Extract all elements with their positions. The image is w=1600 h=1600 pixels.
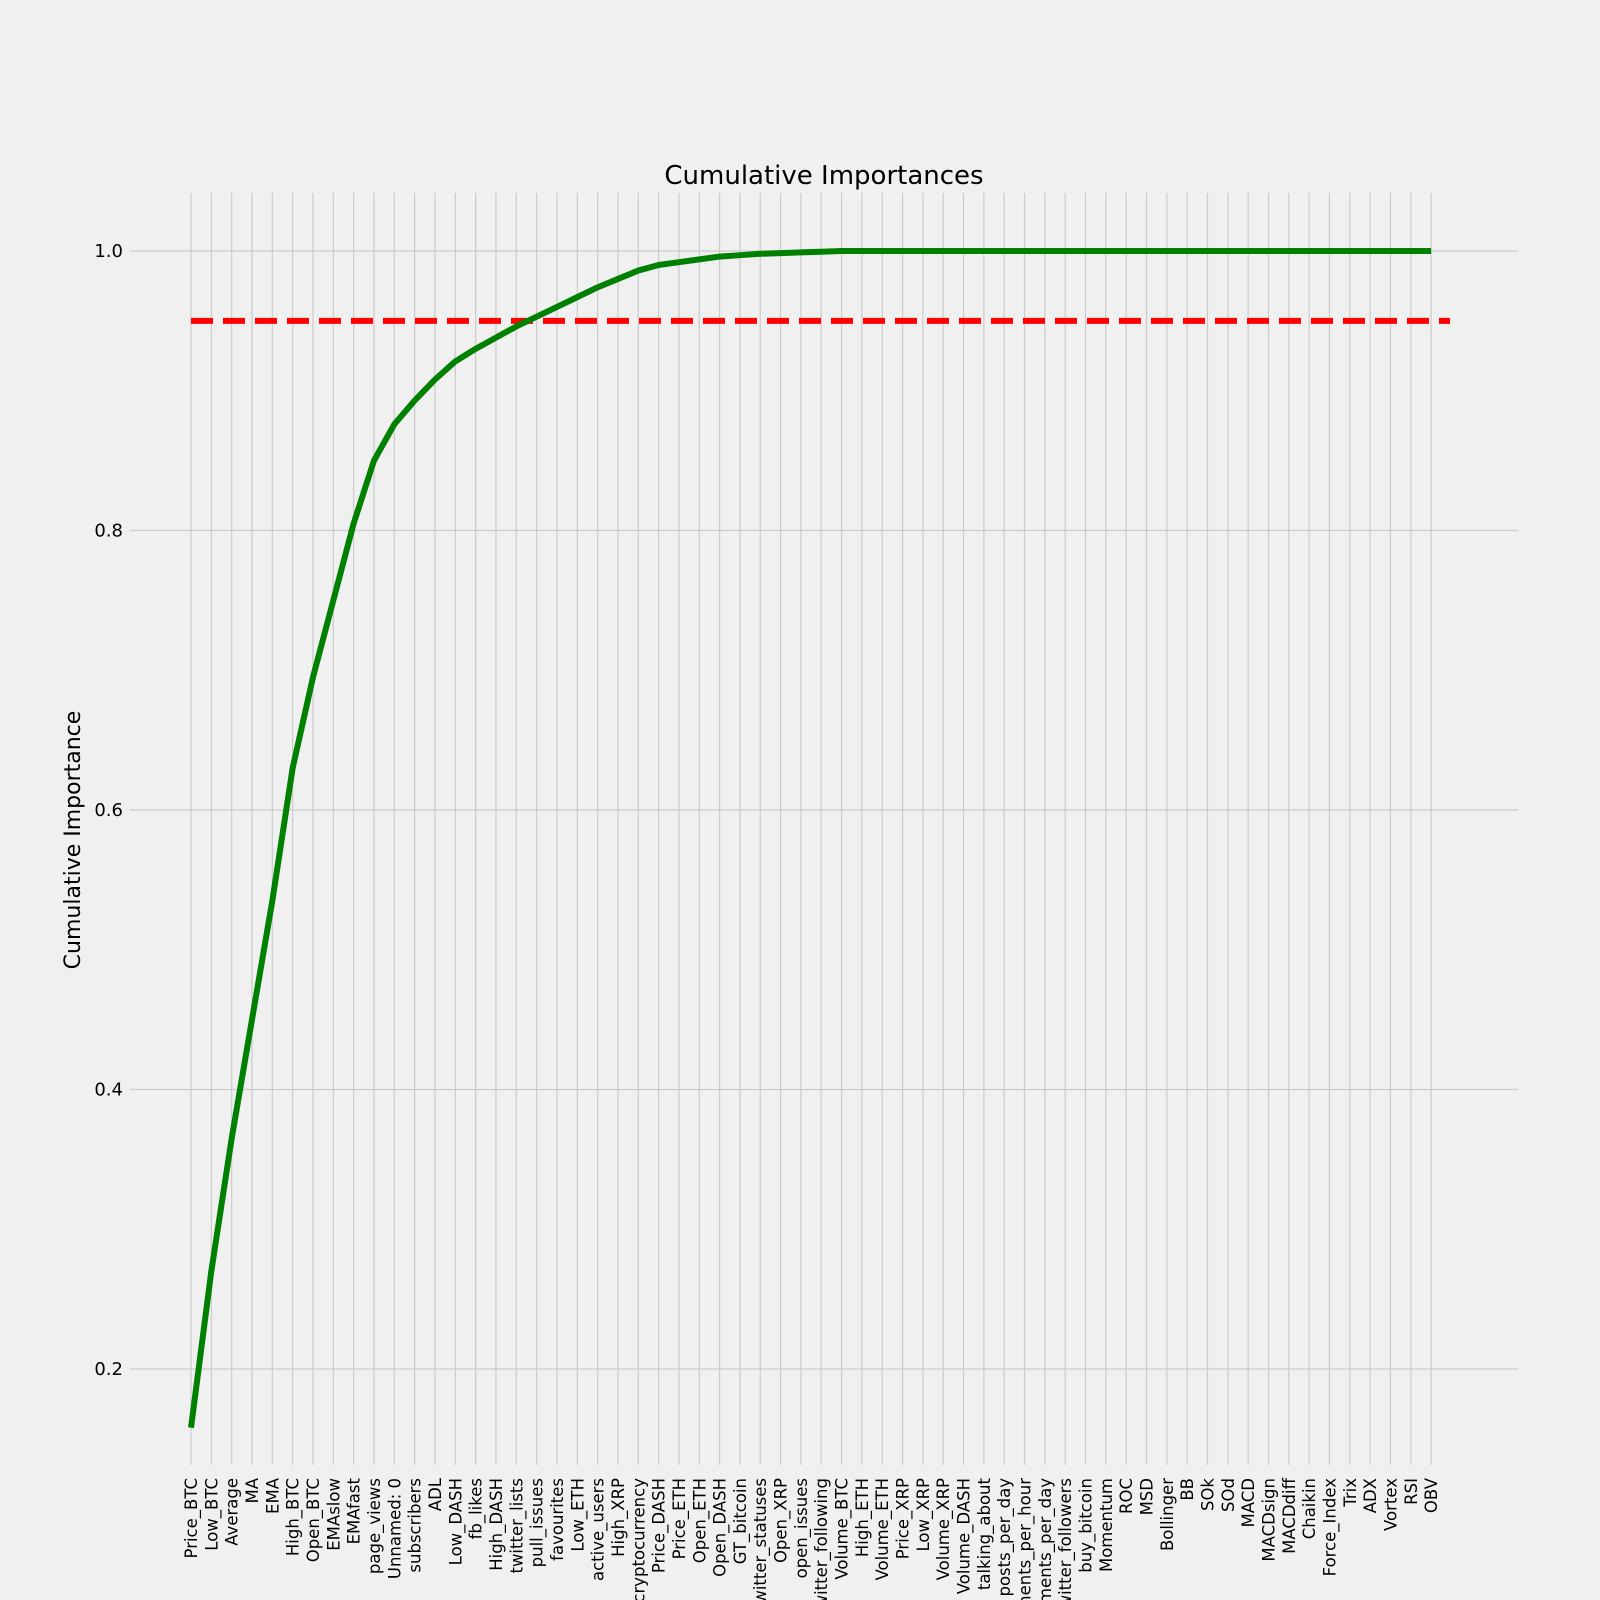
x-tick-label: EMAslow [324,1478,343,1551]
x-tick-label: Unnamed: 0 [385,1478,404,1579]
x-tick-label: BB [1178,1478,1197,1501]
x-tick-label: ROC [1117,1478,1136,1514]
x-tick-label: Low_XRP [914,1478,934,1552]
x-tick-label: Bollinger [1158,1478,1177,1551]
x-tick-label: High_XRP [609,1478,629,1557]
x-tick-label: page_views [365,1478,385,1574]
x-tick-label: comments_per_day [1036,1478,1056,1600]
y-tick-labels: 0.2 0.4 0.6 0.8 1.0 [94,241,123,1380]
x-tick-label: active_users [589,1478,609,1581]
y-tick-label: 0.6 [94,800,123,821]
x-tick-label: fb_likes [467,1478,487,1539]
x-tick-label: cryptocurrency [629,1478,648,1600]
chart-title: Cumulative Importances [664,161,983,191]
x-tick-label: pull_issues [528,1478,548,1567]
series-line [188,248,1432,1429]
x-tick-label: buy_bitcoin [1077,1478,1097,1573]
x-tick-label: Price_BTC [182,1478,202,1558]
x-tick-label: Volume_BTC [833,1478,853,1580]
x-tick-label: Price_DASH [650,1478,670,1573]
x-tick-label: twitter_statuses [751,1478,771,1600]
y-tick-label: 0.2 [94,1359,123,1380]
x-tick-label: Low_BTC [202,1478,222,1551]
x-tick-label: Low_ETH [568,1478,588,1552]
x-tick-label: Price_XRP [894,1478,914,1559]
y-tick-label: 1.0 [94,241,123,262]
x-tick-label: High_DASH [487,1478,507,1571]
x-tick-label: Chaikin [1300,1478,1319,1539]
series-lines [188,248,1432,1429]
x-tick-label: MACD [1239,1478,1258,1527]
x-tick-label: SOd [1219,1478,1238,1512]
x-tick-label: talking_about [975,1477,995,1590]
x-tick-label: twitter_following [812,1478,832,1600]
x-tick-label: Low_DASH [446,1478,466,1565]
x-gridlines [190,193,1432,1465]
y-axis-label: Cumulative Importance [61,711,86,970]
y-tick-label: 0.4 [94,1080,123,1101]
x-tick-label: posts_per_day [995,1478,1015,1597]
x-tick-label: twitter_lists [507,1478,527,1574]
x-tick-label: SOk [1199,1478,1218,1511]
x-tick-label: Volume_XRP [934,1478,954,1580]
x-tick-label: MSD [1138,1478,1157,1515]
x-tick-label: Open_ETH [690,1478,710,1563]
x-tick-label: MA [243,1477,262,1503]
x-tick-label: Average [223,1478,242,1546]
x-tick-label: ADL [426,1477,445,1511]
x-tick-label: Open_XRP [772,1478,792,1563]
x-tick-label: High_BTC [284,1478,304,1556]
x-tick-label: open_issues [792,1478,812,1578]
x-tick-label: EMAfast [345,1477,364,1544]
x-tick-label: MACDdiff [1280,1477,1299,1554]
x-tick-label: Open_DASH [711,1478,731,1577]
x-tick-label: OBV [1422,1477,1441,1513]
x-tick-label: comments_per_hour [1016,1478,1036,1600]
x-tick-label: favourites [548,1478,567,1561]
x-tick-label: Open_BTC [304,1478,324,1562]
x-tick-label: twitter_followers [1056,1478,1076,1600]
x-tick-label: RSI [1402,1478,1421,1505]
x-tick-label: High_ETH [853,1478,873,1557]
x-tick-label: MACDsign [1259,1478,1278,1562]
x-tick-label: ADX [1361,1478,1380,1513]
x-tick-label: EMA [263,1477,282,1514]
y-tick-label: 0.8 [94,521,123,542]
x-tick-labels: Price_BTC Low_BTC Average MA EMA High_BTC Open… [182,1477,1441,1600]
x-tick-label: Momentum [1097,1478,1116,1572]
x-tick-label: GT_bitcoin [731,1478,751,1564]
x-tick-label: Volume_DASH [955,1478,975,1594]
x-tick-label: subscribers [406,1478,425,1573]
x-tick-label: Volume_ETH [873,1478,893,1581]
x-tick-label: Trix [1341,1478,1360,1508]
y-gridlines [130,250,1518,1370]
x-tick-label: Vortex [1381,1478,1400,1531]
x-tick-label: Price_ETH [670,1478,690,1559]
x-tick-label: Force_Index [1320,1478,1340,1577]
